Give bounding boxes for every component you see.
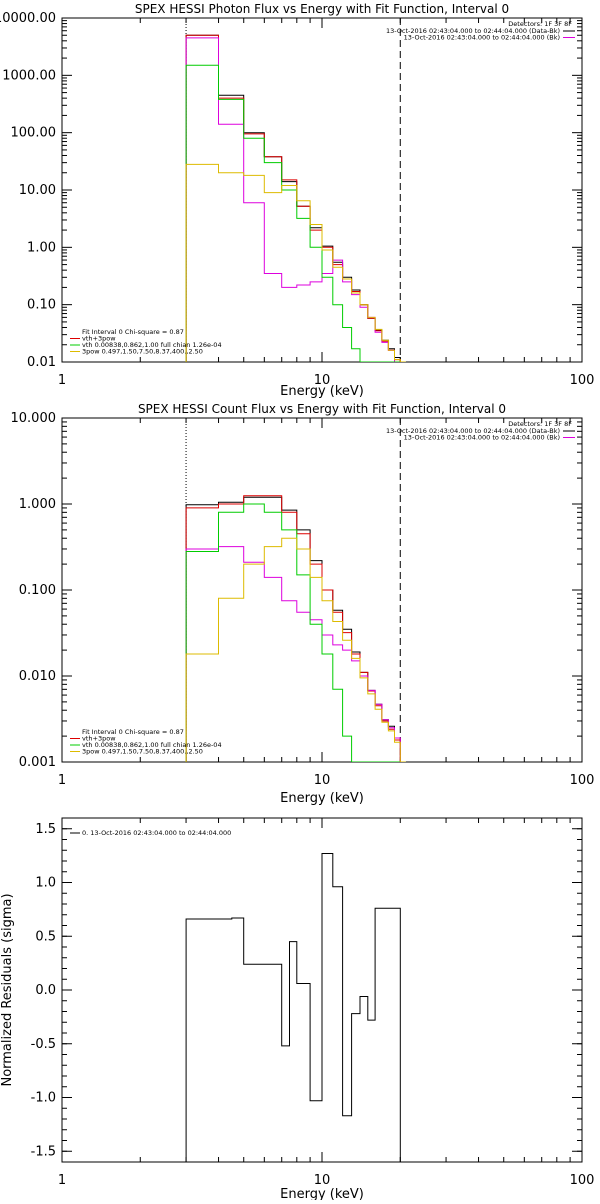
detectors-label: Detectors: 1F 3F 8F [508, 20, 572, 28]
legend-left-entry: vth 0.00838,0.862,1.00 full chian 1.26e-… [82, 341, 222, 349]
x-tick-label: 100 [570, 1173, 595, 1188]
series-line-4 [185, 163, 406, 362]
series-line-1 [185, 34, 406, 362]
y-axis-label: Normalized Residuals (sigma) [0, 893, 15, 1086]
legend-right-entry: 13-Oct-2016 02:43:04.000 to 02:44:04.000… [404, 434, 560, 442]
data-group [185, 34, 406, 362]
y-tick-label: -0.5 [31, 1037, 56, 1052]
x-tick-label: 1 [58, 1173, 66, 1188]
y-tick-label: 0.5 [35, 929, 56, 944]
legend-left-entry: vth+3pow [82, 735, 116, 743]
series-line-0 [185, 496, 406, 762]
y-tick-label: 1000.00 [2, 68, 56, 83]
plot-frame [61, 17, 583, 363]
x-tick-label: 10 [314, 1173, 331, 1188]
y-tick-label: 1.0 [35, 876, 56, 891]
x-axis-label: Energy (keV) [280, 791, 364, 806]
series-line-0 [185, 34, 406, 362]
x-axis-label: Energy (keV) [280, 384, 364, 399]
legend-left-entry: Fit Interval 0 Chi-square = 0.87 [82, 728, 184, 736]
x-tick-label: 1 [58, 373, 66, 388]
y-tick-label: 0.010 [19, 669, 56, 684]
data-group [185, 495, 406, 762]
series-line-3 [185, 503, 406, 762]
x-tick-label: 10 [314, 373, 331, 388]
y-tick-label: 0.01 [27, 355, 56, 370]
detectors-label: Detectors: 1F 3F 8F [508, 420, 572, 428]
x-axis-label: Energy (keV) [280, 1187, 364, 1200]
legend-left-entry: vth 0.00838,0.862,1.00 full chian 1.26e-… [82, 741, 222, 749]
y-tick-label: 0.0 [35, 983, 56, 998]
data-group [185, 853, 401, 1162]
legend-left-entry: 3pow 0.497,1.50,7.50,8.37,400.,2.50 [82, 748, 203, 756]
x-tick-label: 1 [58, 773, 66, 788]
legend-right-entry: 13-Oct-2016 02:43:04.000 to 02:44:04.000… [404, 34, 560, 42]
chart-panel-2: 1 10 100 Energy (keV) -1.5 -1.0 -0.5 0.0 0.5 1.0 1… [0, 817, 595, 1202]
y-tick-label: 0.001 [19, 755, 56, 770]
series-line-3 [185, 64, 406, 362]
y-tick-label: 1.000 [19, 497, 56, 512]
chart-title: SPEX HESSI Count Flux vs Energy with Fit… [138, 402, 506, 416]
series-line-2 [185, 546, 406, 762]
legend-right-entry: 13-Oct-2016 02:43:04.000 to 02:44:04.000… [386, 27, 560, 35]
y-tick-label: 10000.00 [0, 11, 56, 26]
y-tick-label: -1.5 [31, 1144, 56, 1159]
y-tick-label: 0.100 [19, 583, 56, 598]
x-tick-label: 10 [314, 773, 331, 788]
series-line-2 [185, 37, 406, 362]
legend-left-entry: Fit Interval 0 Chi-square = 0.87 [82, 328, 184, 336]
legend-left-entry: 3pow 0.497,1.50,7.50,8.37,400.,2.50 [82, 348, 203, 356]
legend-left-entry: 0. 13-Oct-2016 02:43:04.000 to 02:44:04.… [82, 829, 231, 837]
series-line-1 [185, 495, 406, 762]
y-tick-label: 1.5 [35, 822, 56, 837]
y-tick-label: -1.0 [31, 1091, 56, 1106]
chart-panel-0: SPEX HESSI Photon Flux vs Energy with Fi… [0, 2, 594, 399]
x-tick-label: 100 [570, 373, 595, 388]
series-line-0 [185, 853, 401, 1162]
y-tick-label: 10.000 [11, 411, 57, 426]
legend-left-entry: vth+3pow [82, 335, 116, 343]
chart-title: SPEX HESSI Photon Flux vs Energy with Fi… [135, 2, 509, 16]
legend-right-entry: 13-Oct-2016 02:43:04.000 to 02:44:04.000… [386, 427, 560, 435]
x-tick-label: 100 [570, 773, 595, 788]
y-tick-label: 10.00 [19, 183, 56, 198]
chart-panel-1: SPEX HESSI Count Flux vs Energy with Fit… [11, 402, 595, 806]
y-tick-label: 100.00 [11, 126, 57, 141]
series-line-4 [185, 537, 406, 762]
y-tick-label: 0.10 [27, 298, 56, 313]
y-tick-label: 1.00 [27, 240, 56, 255]
